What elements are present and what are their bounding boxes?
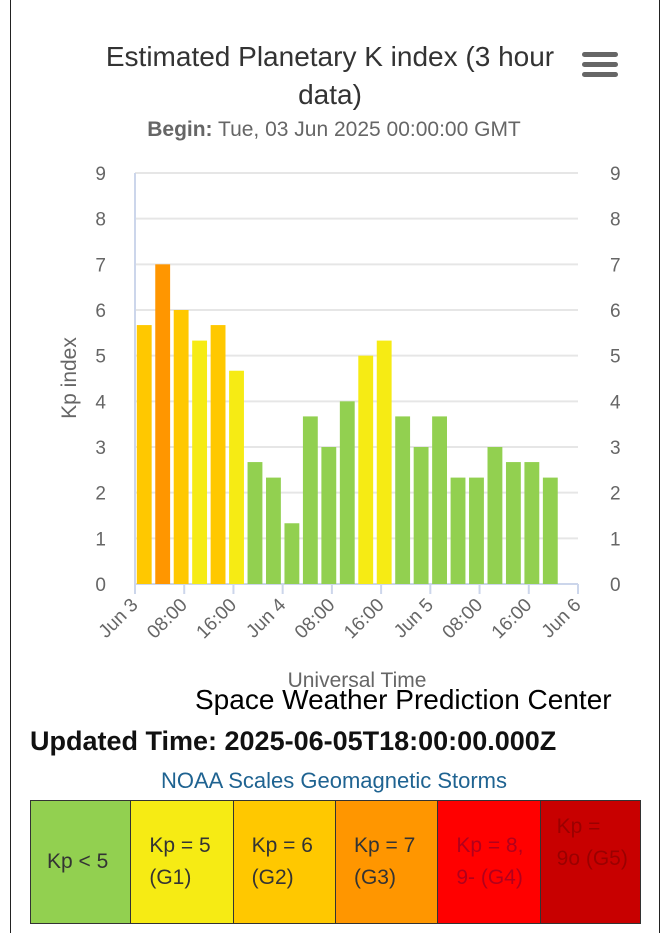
y-tick-label: 0 — [95, 575, 106, 596]
scale-cell: Kp < 5 — [31, 801, 132, 923]
x-tick-label: 08:00 — [291, 595, 339, 643]
scale-cell: Kp = 7 (G3) — [335, 801, 439, 923]
x-tick-label: Jun 5 — [390, 595, 438, 643]
chart-subtitle: Begin: Tue, 03 Jun 2025 00:00:00 GMT — [0, 118, 668, 142]
begin-label: Begin: — [147, 118, 213, 141]
y-tick-label: 1 — [95, 529, 106, 550]
y-tick-label: 8 — [95, 210, 106, 231]
kp-bar — [266, 477, 281, 584]
x-tick-label: 16:00 — [193, 595, 241, 643]
y-tick-label: 4 — [95, 392, 106, 413]
y-tick-label-right: 2 — [610, 484, 621, 505]
y-axis-title: Kp index — [58, 337, 81, 419]
kp-bar — [376, 340, 392, 584]
x-tick-label: Jun 6 — [538, 595, 586, 643]
kp-bar — [339, 401, 355, 584]
kp-bar — [358, 355, 374, 584]
y-tick-label-right: 0 — [610, 575, 621, 596]
scale-cell-label: Kp = 7 (G3) — [353, 834, 416, 889]
credits[interactable]: Space Weather Prediction Center — [195, 684, 612, 715]
kp-bar — [487, 447, 503, 584]
scales-legend: Kp < 5 Kp = 5 (G1) Kp = 6 (G2) Kp = 7 (G3) K… — [30, 800, 641, 924]
x-axis-title: Universal Time — [288, 669, 427, 692]
scale-cell-label: Kp = 9o (G5) — [556, 815, 628, 870]
y-tick-label-right: 3 — [610, 438, 621, 459]
y-tick-label: 6 — [95, 301, 106, 322]
y-tick-label-right: 1 — [610, 529, 621, 550]
y-tick-label-right: 7 — [610, 255, 621, 276]
kp-bar — [136, 325, 152, 584]
x-tick-label: 16:00 — [488, 595, 536, 643]
y-tick-label: 9 — [95, 164, 106, 185]
kp-bar — [302, 416, 318, 584]
y-tick-label-right: 4 — [610, 392, 621, 413]
y-tick-label-right: 8 — [610, 210, 621, 231]
kp-bar — [284, 523, 300, 584]
kp-bar — [432, 416, 447, 584]
scale-cell-label: Kp = 5 (G1) — [149, 834, 211, 889]
scale-cell: Kp = 8, 9- (G4) — [438, 801, 541, 923]
y-tick-label-right: 9 — [610, 164, 621, 185]
kp-bar — [395, 416, 411, 584]
chart-title: Estimated Planetary K index (3 hour data… — [105, 41, 555, 110]
scale-cell: Kp = 6 (G2) — [233, 801, 336, 923]
y-tick-label: 7 — [95, 255, 106, 276]
kp-bar — [505, 462, 521, 584]
scale-cell-label: Kp = 8, 9- (G4) — [456, 834, 524, 889]
y-tick-label-right: 6 — [610, 301, 621, 322]
kp-bar — [542, 477, 558, 584]
kp-bar — [413, 447, 429, 584]
kp-bar — [192, 340, 208, 584]
kp-bar — [524, 462, 540, 584]
kp-bar — [247, 462, 263, 584]
x-tick-label: 08:00 — [143, 595, 191, 643]
kp-bar — [173, 310, 189, 584]
y-tick-label: 5 — [95, 347, 106, 368]
hamburger-menu-icon[interactable] — [582, 52, 618, 78]
begin-value: Tue, 03 Jun 2025 00:00:00 GMT — [218, 118, 521, 141]
scale-cell: Kp = 5 (G1) — [131, 801, 234, 923]
scale-cell: Kp = 9o (G5) — [540, 801, 640, 923]
y-tick-label: 2 — [95, 484, 106, 505]
scales-title: NOAA Scales Geomagnetic Storms — [160, 768, 508, 793]
x-tick-label: Jun 4 — [242, 594, 290, 642]
y-tick-label: 3 — [95, 438, 106, 459]
kp-bar — [469, 477, 484, 584]
x-tick-label: 16:00 — [340, 595, 388, 643]
x-tick-label: Jun 3 — [95, 595, 143, 643]
kp-bar — [450, 477, 466, 584]
scale-cell-label: Kp = 6 (G2) — [251, 834, 313, 889]
updated-time: Updated Time: 2025-06-05T18:00:00.000Z — [30, 726, 557, 756]
y-tick-label-right: 5 — [610, 347, 621, 368]
scale-cell-label: Kp < 5 — [47, 850, 109, 873]
x-tick-label: 08:00 — [439, 595, 487, 643]
kp-bar — [155, 264, 171, 584]
chart-container — [10, 0, 660, 933]
kp-bar — [321, 447, 337, 584]
kp-bar — [229, 370, 244, 584]
kp-bar — [210, 325, 226, 584]
